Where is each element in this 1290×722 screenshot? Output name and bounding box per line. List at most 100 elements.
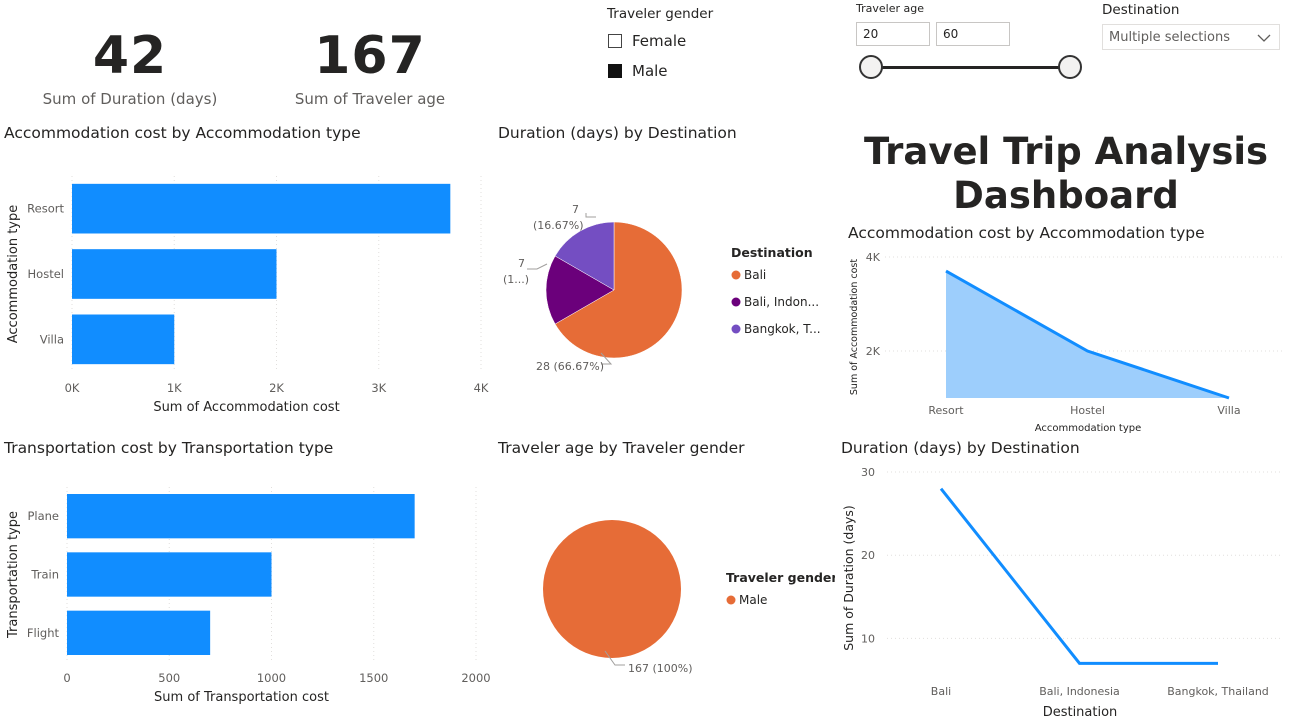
checkbox-checked-icon[interactable]	[608, 64, 622, 78]
destination-slicer-title: Destination	[1102, 2, 1180, 18]
y-axis-title: Accommodation type	[6, 205, 21, 344]
x-tick-label: Bali, Indonesia	[1039, 685, 1120, 698]
x-tick-label: 0	[63, 671, 70, 685]
gender-option-label: Male	[632, 62, 668, 80]
bar	[72, 183, 451, 234]
accom-area-title: Accommodation cost by Accommodation type	[848, 224, 1205, 242]
duration-line-chart: 30 20 10 Bali Bali, Indonesia Bangkok, Thaila…	[841, 466, 1280, 720]
pie-slice	[554, 221, 615, 291]
accom-bar-title: Accommodation cost by Accommodation type	[4, 124, 361, 142]
gender-pie-title: Traveler age by Traveler gender	[498, 439, 745, 457]
gender-slicer: Traveler gender Female Male	[607, 6, 767, 86]
leader-line	[604, 650, 625, 666]
kpi-duration-label: Sum of Duration (days)	[42, 90, 218, 108]
kpi-age-value: 167	[314, 26, 426, 86]
data-label: (16.67%)	[533, 219, 584, 232]
kpi-age-label: Sum of Traveler age	[294, 90, 446, 108]
duration-pie-title: Duration (days) by Destination	[498, 124, 737, 142]
destination-dropdown[interactable]: Multiple selections	[1102, 24, 1280, 50]
age-slider-min-handle[interactable]	[859, 55, 883, 79]
x-tick-label: Hostel	[1070, 404, 1105, 417]
chevron-down-icon[interactable]	[1257, 33, 1271, 43]
y-axis-title: Sum of Duration (days)	[841, 505, 856, 651]
data-label: 28 (66.67%)	[536, 360, 604, 373]
destination-slicer: Destination Multiple selections	[1102, 2, 1282, 56]
bar	[67, 494, 415, 539]
y-tick-label: 30	[861, 466, 875, 479]
legend-label: Bangkok, T...	[744, 322, 821, 336]
y-axis-title: Transportation type	[6, 511, 21, 639]
accom-area-chart: 4K 2K Resort Hostel Villa Accommodation type S…	[849, 251, 1285, 434]
leader-line	[600, 352, 613, 365]
legend-label: Bali, Indon...	[744, 295, 819, 309]
duration-line-title: Duration (days) by Destination	[841, 439, 1080, 457]
area-fill	[946, 271, 1229, 398]
y-tick-label: 10	[861, 632, 875, 645]
dashboard-title-line2: Dashboard	[953, 174, 1179, 217]
y-tick-label: Resort	[27, 202, 64, 216]
series-line	[939, 487, 1218, 665]
x-tick-label: 1K	[167, 381, 182, 395]
destination-dropdown-value: Multiple selections	[1109, 30, 1230, 45]
age-slider-track[interactable]	[872, 66, 1070, 69]
age-max-input[interactable]: 60	[936, 22, 1010, 46]
age-slider-max-handle[interactable]	[1058, 55, 1082, 79]
data-label: (1...)	[503, 273, 529, 286]
legend-marker	[731, 324, 741, 334]
bar	[72, 249, 277, 299]
x-tick-label: Resort	[928, 404, 964, 417]
dashboard-title: Travel Trip Analysis Dashboard	[860, 130, 1272, 218]
age-slicer: Traveler age 20 60	[856, 0, 1096, 90]
y-tick-label: Flight	[27, 626, 60, 640]
series-line	[945, 269, 1230, 400]
y-tick-label: 4K	[866, 251, 881, 264]
pie-slice	[554, 221, 683, 359]
x-tick-label: Bangkok, Thailand	[1167, 685, 1269, 698]
pie-slice	[545, 255, 615, 325]
x-tick-label: Bali	[931, 685, 951, 698]
gender-option-female[interactable]: Female	[608, 32, 686, 50]
x-tick-label: 0K	[65, 381, 80, 395]
bar	[67, 552, 272, 597]
x-axis-title: Sum of Accommodation cost	[153, 400, 339, 415]
x-tick-label: 3K	[371, 381, 386, 395]
x-tick-label: 1000	[257, 671, 286, 685]
legend-label: Male	[739, 593, 767, 607]
gender-option-label: Female	[632, 32, 687, 50]
checkbox-icon[interactable]	[608, 34, 622, 48]
accom-bar-chart: 0K 1K 2K 3K 4K Resort Hostel Villa Sum of Accomm…	[6, 176, 489, 415]
age-slicer-title: Traveler age	[856, 2, 924, 15]
legend-title: Traveler gender	[726, 570, 835, 585]
x-axis-title: Accommodation type	[1035, 423, 1142, 434]
x-axis-title: Destination	[1043, 705, 1118, 720]
gender-option-male[interactable]: Male	[608, 62, 668, 80]
y-tick-label: 20	[861, 549, 875, 562]
leader-line	[585, 213, 596, 218]
y-axis-title: Sum of Accommodation cost	[849, 259, 860, 395]
leader-line	[527, 263, 548, 270]
data-label: 7	[572, 203, 579, 216]
y-tick-label: 2K	[866, 345, 881, 358]
age-min-input[interactable]: 20	[856, 22, 930, 46]
kpi-duration-value: 42	[92, 26, 168, 86]
data-label: 167 (100%)	[628, 662, 693, 675]
x-tick-label: 500	[158, 671, 180, 685]
gender-slicer-title: Traveler gender	[607, 6, 714, 22]
legend-marker	[731, 297, 741, 307]
legend-label: Bali	[744, 268, 766, 282]
bar	[72, 314, 175, 365]
x-tick-label: Villa	[1217, 404, 1240, 417]
bar	[67, 610, 211, 655]
x-axis-title: Sum of Transportation cost	[154, 690, 329, 705]
x-tick-label: 1500	[359, 671, 388, 685]
duration-pie-chart: Destination Bali Bali, Indon... Bangkok, T.…	[503, 203, 821, 373]
dashboard-title-line1: Travel Trip Analysis	[863, 130, 1269, 173]
legend-marker	[731, 270, 741, 280]
legend-marker	[726, 595, 736, 605]
x-tick-label: 2000	[461, 671, 490, 685]
gender-pie-chart: Traveler gender Male 167 (100%)	[543, 520, 835, 675]
transport-bar-title: Transportation cost by Transportation ty…	[4, 439, 334, 457]
y-tick-label: Hostel	[28, 267, 64, 281]
x-tick-label: 2K	[269, 381, 284, 395]
x-tick-label: 4K	[474, 381, 489, 395]
